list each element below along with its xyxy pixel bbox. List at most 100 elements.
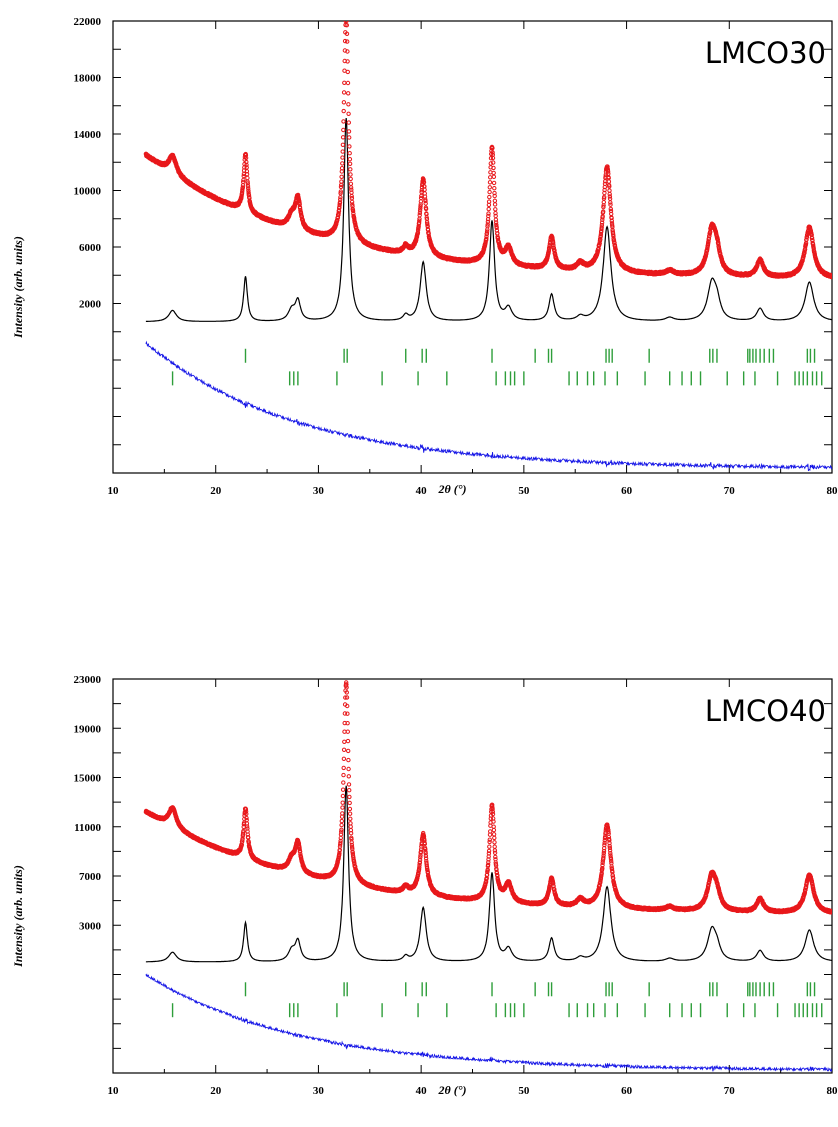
y-tick-label: 15000 — [74, 773, 102, 785]
observed-point — [341, 90, 347, 95]
observed-point — [344, 695, 350, 700]
observed-point — [346, 782, 352, 787]
observed-point — [344, 15, 347, 18]
observed-point — [335, 860, 340, 865]
observed-point — [421, 177, 426, 182]
observed-point — [245, 183, 251, 189]
observed-point — [349, 840, 354, 845]
x-tick-label: 30 — [313, 485, 325, 497]
observed-point — [345, 721, 350, 726]
observed-point — [346, 129, 352, 134]
observed-point — [246, 186, 251, 191]
observed-point — [717, 248, 722, 254]
observed-point — [417, 208, 423, 213]
observed-point — [550, 239, 556, 244]
observed-point — [492, 202, 498, 207]
observed-point — [802, 247, 808, 252]
observed-point — [245, 181, 251, 186]
observed-point — [338, 184, 344, 190]
observed-point — [487, 189, 492, 195]
observed-point — [347, 811, 353, 816]
observed-point — [346, 91, 351, 96]
plot-frame — [112, 20, 833, 474]
observed-point — [417, 857, 423, 863]
x-tick-label: 70 — [724, 485, 736, 497]
observed-point — [345, 711, 350, 716]
observed-point — [246, 840, 252, 845]
observed-point — [417, 213, 422, 218]
observed-point — [599, 225, 604, 230]
observed-point — [336, 211, 341, 216]
observed-point — [346, 766, 351, 772]
observed-point — [491, 160, 496, 165]
observed-point — [415, 230, 421, 235]
observed-point — [492, 186, 497, 191]
observed-point — [340, 142, 346, 148]
observed-point — [241, 179, 246, 185]
observed-point — [486, 213, 491, 219]
observed-point — [423, 847, 428, 852]
observed-point — [706, 236, 712, 241]
observed-point — [347, 144, 352, 149]
observed-point — [245, 179, 250, 184]
observed-point — [487, 180, 493, 185]
observed-point — [340, 135, 346, 140]
observed-point — [418, 206, 423, 211]
y-tick-label: 22000 — [74, 16, 102, 28]
y-tick-label: 18000 — [74, 73, 102, 85]
observed-point — [486, 211, 491, 216]
observed-point — [340, 787, 346, 792]
x-tick-label: 30 — [313, 1085, 325, 1097]
observed-point — [345, 738, 351, 744]
observed-point — [810, 242, 816, 247]
observed-point — [423, 206, 429, 212]
observed-point — [341, 108, 346, 114]
y-axis-label: Intensity (arb. units) — [11, 236, 25, 339]
observed-point — [488, 161, 493, 166]
observed-point — [336, 212, 341, 218]
observed-point — [335, 215, 341, 220]
observed-point — [602, 194, 607, 200]
observed-point — [599, 226, 604, 232]
observed-point — [485, 222, 490, 227]
observed-point — [344, 680, 349, 685]
y-tick-label: 11000 — [74, 822, 101, 834]
observed-point — [346, 102, 351, 107]
observed-point — [349, 842, 355, 848]
observed-point — [607, 194, 613, 199]
observed-point — [297, 849, 303, 854]
x-tick-label: 60 — [621, 485, 633, 497]
observed-point — [349, 199, 355, 205]
observed-point — [418, 195, 424, 201]
observed-point — [341, 119, 346, 124]
observed-point — [348, 167, 353, 172]
observed-point — [338, 191, 343, 196]
observed-point — [340, 805, 345, 810]
calculated-profile-line — [145, 117, 832, 322]
observed-series — [143, 15, 832, 280]
observed-point — [346, 774, 351, 779]
observed-point — [349, 845, 355, 850]
calculated-profile-line — [145, 785, 832, 963]
observed-point — [599, 220, 605, 225]
observed-point — [345, 729, 350, 734]
observed-point — [345, 80, 351, 86]
x-tick-label: 50 — [518, 485, 530, 497]
observed-point — [341, 100, 347, 105]
y-tick-label: 14000 — [74, 129, 102, 141]
observed-point — [607, 191, 612, 197]
observed-point — [828, 272, 832, 278]
observed-point — [494, 225, 499, 231]
observed-point — [350, 202, 355, 207]
observed-point — [485, 224, 490, 229]
observed-point — [493, 217, 499, 222]
observed-point — [423, 853, 429, 859]
observed-point — [345, 69, 350, 75]
observed-point — [829, 274, 832, 279]
observed-point — [337, 200, 343, 205]
observed-point — [606, 179, 612, 184]
observed-point — [487, 194, 492, 200]
observed-point — [804, 234, 810, 240]
